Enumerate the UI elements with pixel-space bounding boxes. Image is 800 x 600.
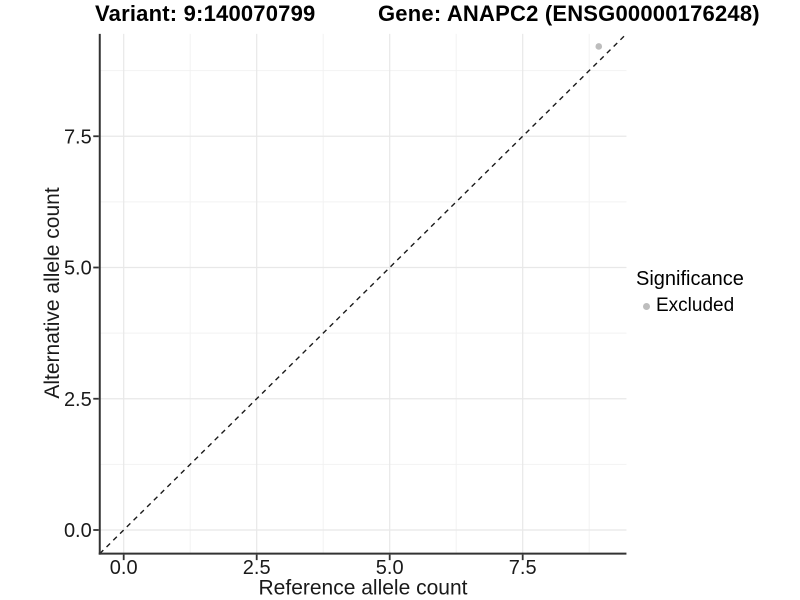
legend-item-excluded: Excluded — [636, 294, 744, 318]
identity-line — [99, 33, 627, 555]
x-tick-label: 5.0 — [376, 557, 404, 579]
legend-item-label: Excluded — [656, 295, 735, 316]
data-layer — [99, 33, 627, 555]
x-tick-label: 7.5 — [509, 557, 537, 579]
y-axis-title: Alternative allele count — [41, 187, 64, 398]
legend: Significance Excluded — [636, 266, 744, 318]
data-point-excluded — [595, 43, 603, 50]
y-tick-label: 0.0 — [64, 520, 92, 542]
variant-title: Variant: 9:140070799 — [95, 1, 316, 26]
gene-title: Gene: ANAPC2 (ENSG00000176248) — [378, 1, 760, 26]
x-axis-title: Reference allele count — [259, 577, 468, 600]
y-tick-label: 7.5 — [64, 126, 92, 148]
y-tick-label: 2.5 — [64, 389, 92, 411]
y-tick-label: 5.0 — [64, 258, 92, 280]
grid-layer — [99, 33, 627, 554]
legend-title: Significance — [636, 268, 744, 290]
x-tick-label: 0.0 — [110, 557, 138, 579]
axis-layer: 0.0 2.5 5.0 7.5 0.0 2.5 5.0 7.5 — [64, 33, 627, 579]
excluded-point-icon — [643, 303, 650, 310]
x-tick-label: 2.5 — [243, 557, 271, 579]
